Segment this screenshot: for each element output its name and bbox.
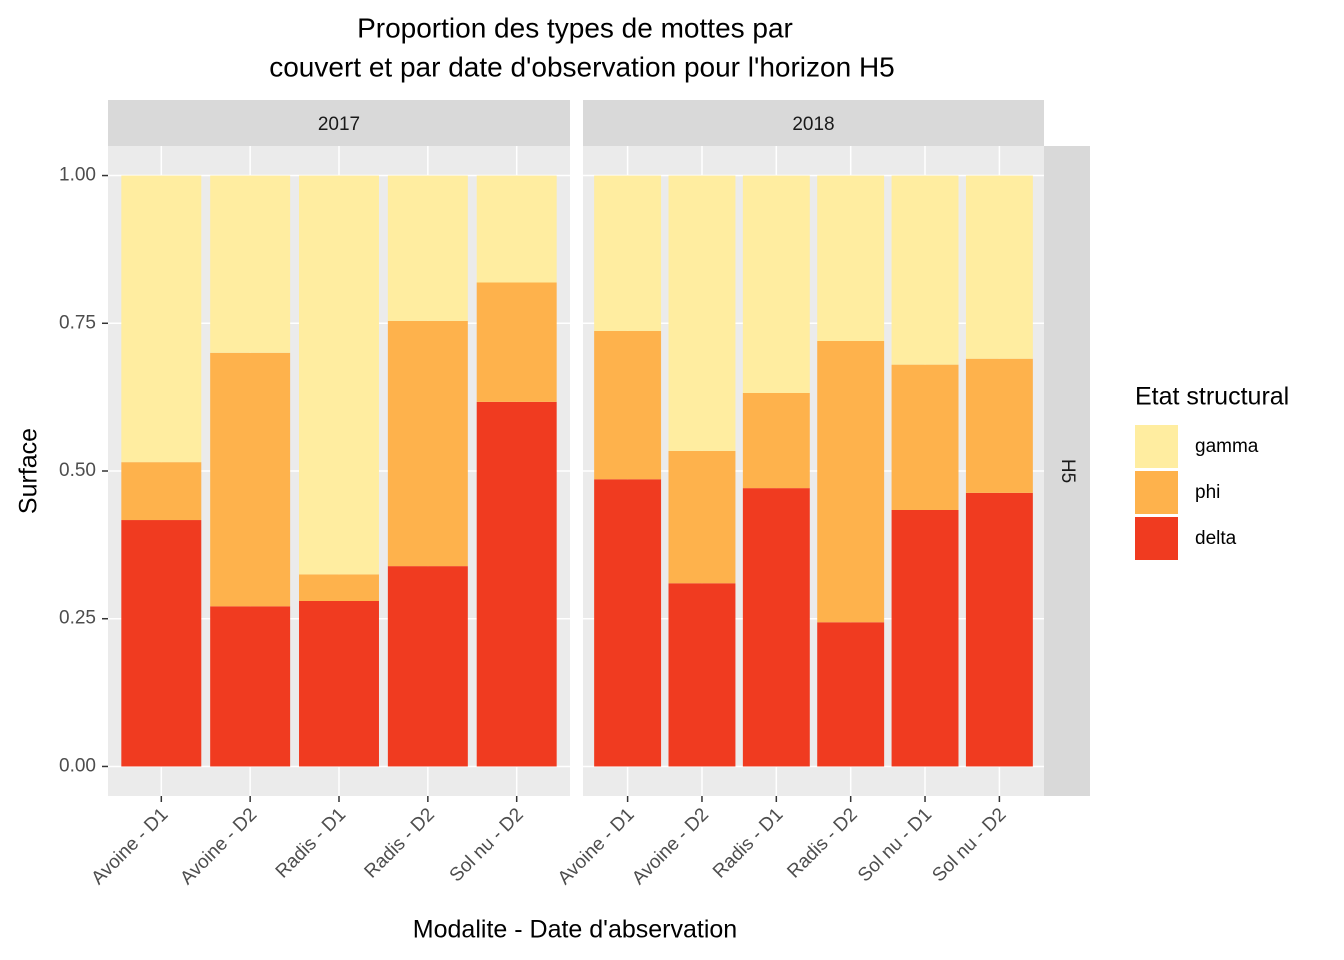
y-axis-title: Surface — [15, 428, 43, 514]
bar-segment — [668, 175, 736, 451]
bar-segment — [299, 574, 379, 601]
x-tick-label: Radis - D1 — [709, 804, 787, 882]
x-tick-label: Sol nu - D2 — [446, 804, 528, 886]
bar-segment — [742, 393, 810, 489]
legend-label: phi — [1195, 482, 1220, 503]
bar-segment — [891, 364, 959, 510]
bar-segment — [817, 341, 885, 623]
x-tick-label: Sol nu - D1 — [854, 804, 936, 886]
bar-segment — [210, 175, 291, 353]
bar-segment — [668, 450, 736, 584]
bar-segment — [121, 175, 202, 463]
bar-segment — [210, 606, 291, 767]
bar-segment — [121, 462, 202, 521]
x-tick-label: Avoine - D2 — [176, 804, 261, 889]
bar-segment — [891, 175, 959, 365]
x-tick-label: Radis - D2 — [783, 804, 861, 882]
row-strip — [1044, 146, 1090, 796]
panel-strip — [108, 100, 570, 146]
row-strip-label: H5 — [1057, 459, 1078, 483]
y-tick-label: 0.75 — [59, 312, 96, 333]
x-tick-label: Radis - D1 — [272, 804, 350, 882]
panel-strip-label: 2018 — [792, 114, 834, 135]
x-tick-label: Avoine - D1 — [88, 804, 173, 889]
bar-segment — [668, 583, 736, 767]
chart-title: Proportion des types de mottes par — [357, 12, 793, 43]
bar-segment — [476, 175, 557, 283]
bar-segment — [476, 401, 557, 767]
bar-segment — [817, 175, 885, 341]
bar-segment — [476, 282, 557, 402]
x-tick-label: Avoine - D2 — [628, 804, 713, 889]
x-tick-label: Avoine - D1 — [554, 804, 639, 889]
legend-label: gamma — [1195, 436, 1259, 457]
x-tick-label: Radis - D2 — [361, 804, 439, 882]
bar-segment — [817, 622, 885, 767]
legend-key — [1135, 471, 1178, 514]
bar-segment — [594, 330, 662, 480]
bar-segment — [594, 479, 662, 767]
bar-segment — [965, 358, 1033, 493]
bar-segment — [299, 601, 379, 767]
legend-label: delta — [1195, 528, 1237, 549]
panel-strip — [583, 100, 1044, 146]
bar-segment — [965, 492, 1033, 767]
y-tick-label: 0.00 — [59, 755, 96, 776]
bar-segment — [387, 566, 468, 767]
bar-segment — [594, 175, 662, 331]
bar-segment — [299, 175, 379, 575]
legend-key — [1135, 517, 1178, 560]
bar-segment — [121, 520, 202, 767]
y-tick-label: 0.50 — [59, 460, 96, 481]
bar-segment — [891, 510, 959, 767]
chart-subtitle: couvert et par date d'observation pour l… — [269, 51, 895, 82]
panel-strip-label: 2017 — [318, 114, 360, 135]
y-tick-label: 0.25 — [59, 608, 96, 629]
legend-title: Etat structural — [1135, 383, 1289, 411]
bar-segment — [742, 488, 810, 767]
bar-segment — [965, 175, 1033, 359]
y-tick-label: 1.00 — [59, 165, 96, 186]
bar-segment — [210, 352, 291, 607]
x-tick-label: Sol nu - D2 — [928, 804, 1010, 886]
legend-key — [1135, 425, 1178, 468]
bar-segment — [742, 175, 810, 393]
x-axis-title: Modalite - Date d'abservation — [413, 916, 737, 944]
bar-segment — [387, 320, 468, 567]
bar-segment — [387, 175, 468, 321]
